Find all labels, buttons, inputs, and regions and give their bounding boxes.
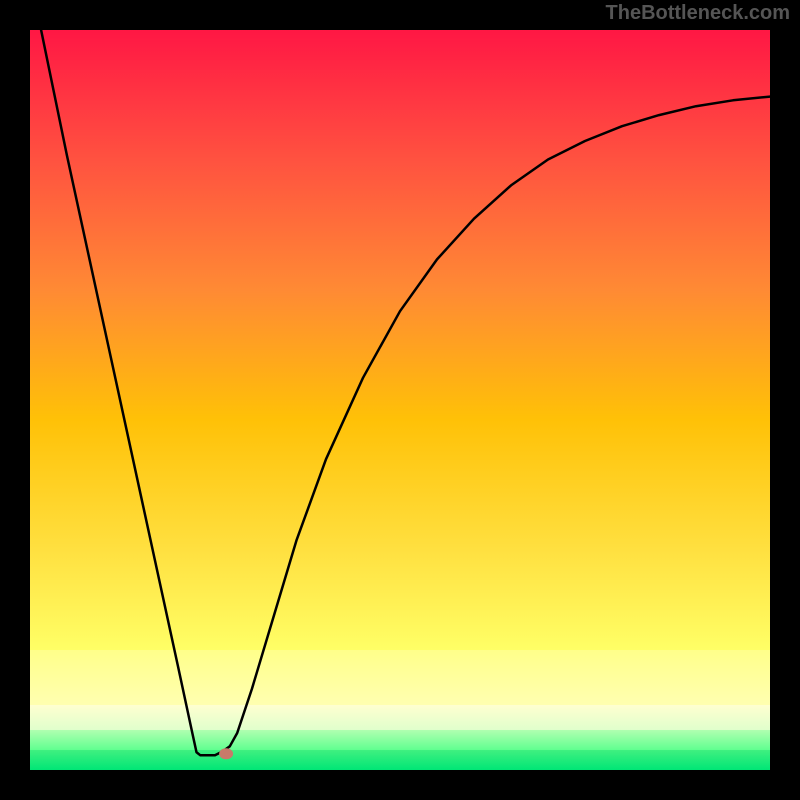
- gradient-band-5: [30, 650, 770, 705]
- gradient-band-8: [30, 750, 770, 770]
- gradient-band-0: [30, 30, 770, 160]
- gradient-band-7: [30, 730, 770, 750]
- gradient-band-4: [30, 550, 770, 650]
- gradient-band-6: [30, 705, 770, 730]
- gradient-band-2: [30, 290, 770, 420]
- plot-area: [30, 30, 770, 770]
- gradient-band-1: [30, 160, 770, 290]
- watermark-text: TheBottleneck.com: [606, 2, 790, 25]
- gradient-band-3: [30, 420, 770, 550]
